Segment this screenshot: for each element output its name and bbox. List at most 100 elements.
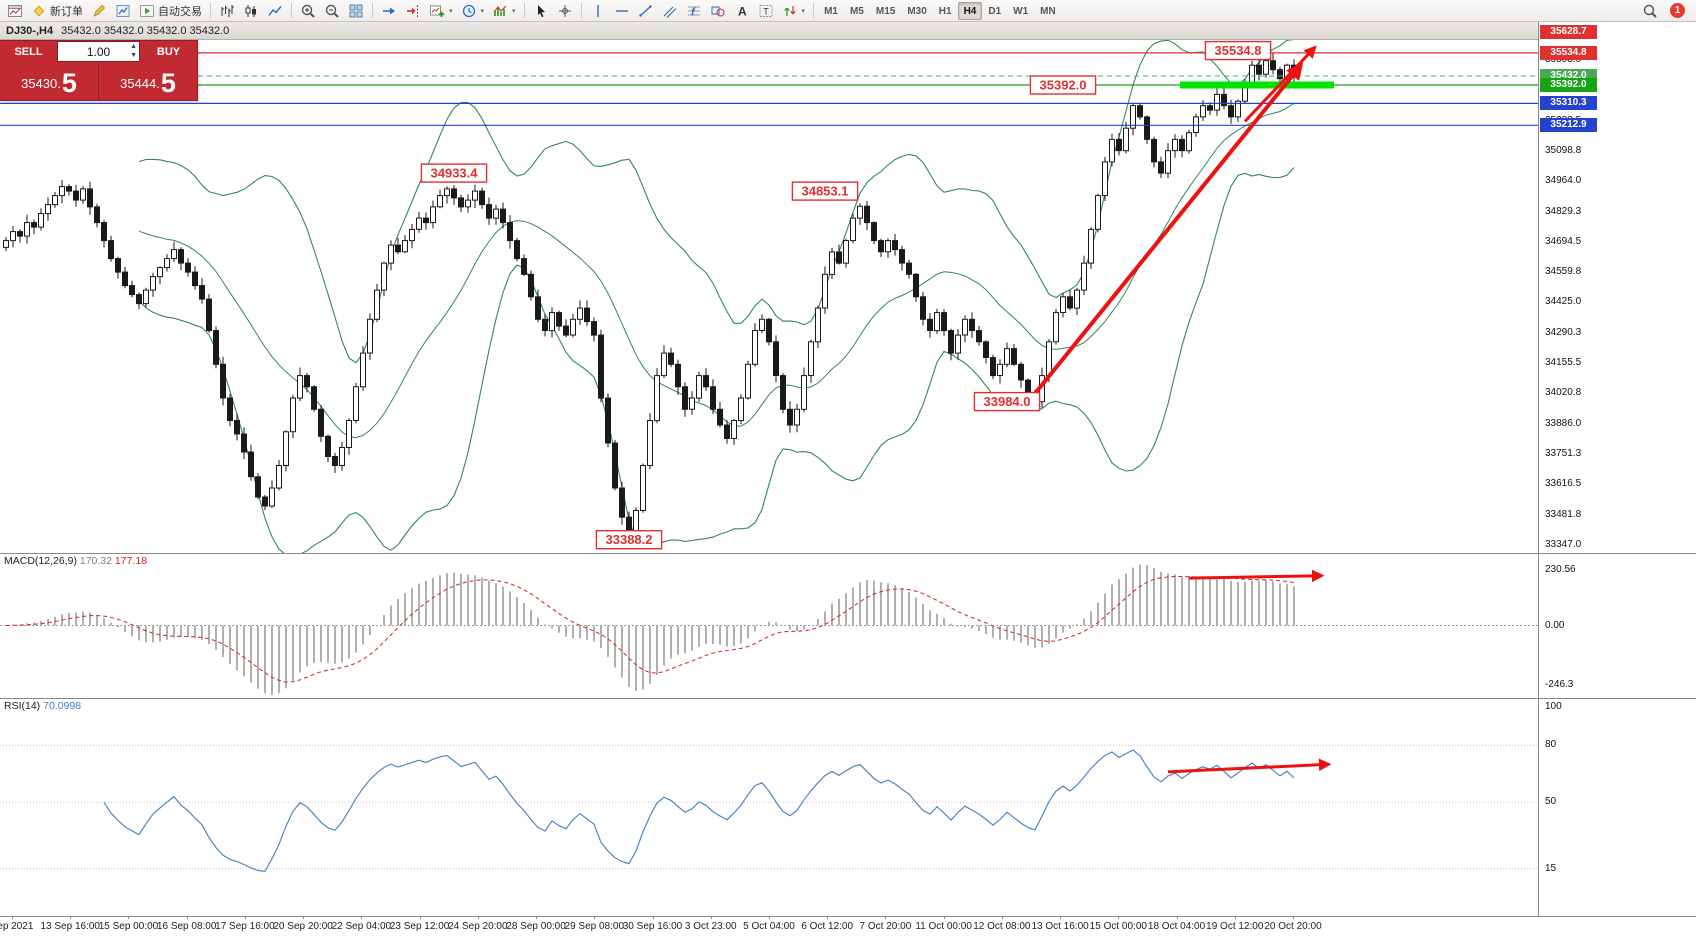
- autotrading-button[interactable]: 自动交易: [135, 1, 206, 21]
- timeframe-mn[interactable]: MN: [1040, 5, 1056, 17]
- rsi-tick: 80: [1545, 739, 1557, 751]
- rsi-value: 70.0998: [43, 700, 82, 712]
- timeframe-m1[interactable]: M1: [824, 5, 838, 17]
- volume-spinner[interactable]: ▲ ▼: [130, 42, 137, 60]
- horizontal-line-button[interactable]: [610, 1, 634, 21]
- arrows-button[interactable]: ▾: [778, 1, 810, 21]
- equidistant-channel-button[interactable]: [658, 1, 682, 21]
- timeframe-m15[interactable]: M15: [875, 5, 896, 17]
- price-chart-canvas[interactable]: 35534.8 35392.0 34933.4 34853.1 33984.0 33388…: [0, 40, 1538, 553]
- candle-body: [864, 205, 870, 224]
- candle-body: [1081, 262, 1087, 291]
- candle-body: [703, 375, 709, 388]
- timeframe-h1[interactable]: H1: [938, 5, 952, 17]
- timeframe-w1[interactable]: W1: [1013, 5, 1029, 17]
- cursor-button[interactable]: [529, 1, 553, 21]
- metaeditor-button[interactable]: [87, 1, 111, 21]
- zoom-out-button[interactable]: [320, 1, 344, 21]
- support-zone-highlight[interactable]: [1180, 81, 1334, 89]
- timeframe-m5[interactable]: M5: [849, 5, 864, 17]
- sell-price[interactable]: 35430. 5: [0, 62, 98, 100]
- price-callout[interactable]: 33388.2: [595, 530, 663, 550]
- macd-arrow[interactable]: [1188, 569, 1325, 583]
- hline-icon: [614, 3, 630, 19]
- cursor-icon: [533, 3, 549, 19]
- candle-body: [52, 195, 58, 206]
- candle-body: [374, 289, 380, 320]
- new-chart-window-button[interactable]: [3, 1, 27, 21]
- candle-body: [696, 375, 702, 399]
- trend-arrow[interactable]: [1033, 62, 1304, 395]
- trendline-button[interactable]: [634, 1, 658, 21]
- indicators-icon: [492, 3, 508, 19]
- new-chart-button[interactable]: ▾: [425, 1, 457, 21]
- volume-value: 1.00: [86, 44, 111, 59]
- rsi-tick: 50: [1545, 796, 1557, 808]
- candle-chart-icon: [243, 3, 259, 19]
- search-button[interactable]: [1638, 1, 1662, 21]
- timeframe-m30[interactable]: M30: [907, 5, 927, 17]
- zoom-in-icon: [300, 3, 316, 19]
- text-t-icon: T: [758, 3, 774, 19]
- trend-arrow[interactable]: [1243, 45, 1317, 123]
- timeframe-d1[interactable]: D1: [988, 5, 1002, 17]
- price-callout[interactable]: 34853.1: [791, 181, 859, 201]
- tile-windows-button[interactable]: [344, 1, 368, 21]
- chart-shift-button[interactable]: [401, 1, 425, 21]
- bar-chart-mode-button[interactable]: [215, 1, 239, 21]
- price-tick: 33751.3: [1545, 447, 1582, 459]
- macd-main-value: 170.32: [79, 555, 112, 567]
- buy-button[interactable]: BUY: [140, 41, 197, 62]
- new-order-button[interactable]: 新订单: [27, 1, 87, 21]
- spinner-up-icon[interactable]: ▲: [130, 43, 137, 50]
- fibonacci-button[interactable]: f: [682, 1, 706, 21]
- price-axis[interactable]: 35503.035368.335233.535098.834964.034829…: [1538, 22, 1696, 916]
- indicators-button[interactable]: ▾: [488, 1, 520, 21]
- text-a-icon: A: [734, 3, 750, 19]
- candle-body: [304, 375, 310, 388]
- text-label-button[interactable]: T: [754, 1, 778, 21]
- macd-tick: 0.00: [1545, 619, 1565, 631]
- macd-panel[interactable]: MACD(12,26,9) 170.32 177.18: [0, 553, 1538, 698]
- candle-chart-mode-button[interactable]: [239, 1, 263, 21]
- buy-price[interactable]: 35444. 5: [99, 62, 197, 100]
- shapes-button[interactable]: [706, 1, 730, 21]
- crosshair-icon: [557, 3, 573, 19]
- price-callout[interactable]: 34933.4: [420, 163, 488, 183]
- spinner-down-icon[interactable]: ▼: [130, 52, 137, 59]
- macd-panel-divider[interactable]: [0, 553, 1696, 554]
- rsi-panel-divider[interactable]: [0, 698, 1696, 699]
- candle-body: [752, 330, 758, 365]
- auto-scroll-button[interactable]: [377, 1, 401, 21]
- candle-body: [1179, 138, 1185, 152]
- price-tick: 33886.0: [1545, 417, 1582, 429]
- time-tick-label: 6 Oct 12:00: [801, 921, 854, 932]
- line-chart-mode-button[interactable]: [263, 1, 287, 21]
- price-level-label: 35534.8: [1540, 45, 1597, 60]
- timeframe-h4[interactable]: H4: [957, 1, 983, 20]
- text-button[interactable]: A: [730, 1, 754, 21]
- rsi-arrow[interactable]: [1167, 758, 1332, 774]
- zoom-in-button[interactable]: [296, 1, 320, 21]
- candle-body: [885, 240, 891, 253]
- candle-body: [857, 205, 863, 219]
- periods-button[interactable]: ▾: [457, 1, 489, 21]
- notification-badge[interactable]: 1: [1670, 3, 1685, 18]
- rsi-label: RSI(14) 70.0998: [4, 700, 81, 712]
- market-watch-button[interactable]: [111, 1, 135, 21]
- price-callout[interactable]: 35392.0: [1029, 75, 1097, 95]
- fibonacci-icon: f: [686, 3, 702, 19]
- sell-button[interactable]: SELL: [0, 41, 57, 62]
- rsi-panel[interactable]: RSI(14) 70.0998: [0, 698, 1538, 916]
- vertical-line-button[interactable]: [586, 1, 610, 21]
- price-callout[interactable]: 33984.0: [973, 391, 1041, 412]
- price-callout[interactable]: 35534.8: [1204, 40, 1272, 61]
- volume-input[interactable]: 1.00 ▲ ▼: [57, 41, 140, 62]
- sell-price-main: 35430.: [21, 76, 61, 91]
- crosshair-button[interactable]: [553, 1, 577, 21]
- autotrading-label: 自动交易: [158, 5, 202, 18]
- vline-icon: [590, 3, 606, 19]
- time-tick-mark: [1293, 916, 1294, 919]
